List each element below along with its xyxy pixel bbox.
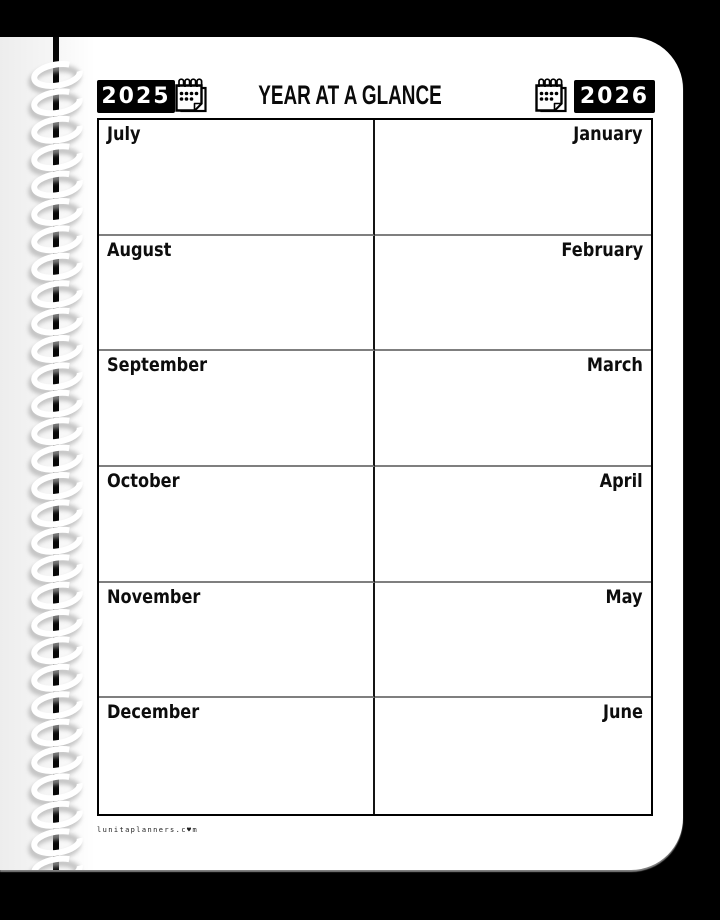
month-label: April: [599, 469, 643, 492]
month-cell-january: January: [375, 120, 651, 236]
month-label: December: [107, 701, 200, 724]
month-cell-september: September: [99, 351, 375, 467]
month-label: August: [107, 238, 172, 261]
month-cell-april: April: [375, 467, 651, 583]
year-left-label: 2025: [101, 84, 171, 109]
year-grid: July January August February September M…: [97, 118, 653, 816]
month-cell-november: November: [99, 582, 375, 699]
year-right-label: 2026: [579, 84, 650, 109]
month-cell-december: December: [99, 698, 375, 814]
month-cell-october: October: [99, 466, 375, 583]
month-label: March: [586, 354, 643, 377]
month-cell-march: March: [375, 351, 651, 467]
month-label: May: [605, 585, 643, 608]
calendar-icon: [175, 78, 207, 113]
month-cell-august: August: [99, 235, 375, 352]
month-cell-may: May: [375, 583, 651, 699]
month-label: October: [107, 469, 180, 492]
month-label: July: [107, 123, 141, 145]
month-label: June: [603, 701, 643, 724]
spiral-binding: [28, 37, 83, 870]
page-title: YEAR AT A GLANCE: [258, 80, 442, 110]
month-label: February: [561, 238, 643, 261]
month-label: September: [107, 354, 208, 377]
month-label: January: [573, 123, 643, 145]
coil: [28, 855, 83, 870]
month-cell-july: July: [99, 120, 375, 236]
month-cell-february: February: [375, 236, 651, 352]
month-cell-june: June: [375, 698, 651, 814]
footer-url: lunitaplanners.c♥m: [97, 826, 199, 834]
calendar-icon: [535, 78, 567, 113]
year-badge-2025: 2025: [97, 80, 175, 113]
year-badge-2026: 2026: [574, 80, 655, 113]
month-label: November: [107, 585, 201, 608]
planner-page: 2025 YEAR AT A GLANCE 2026 July January: [0, 37, 683, 870]
